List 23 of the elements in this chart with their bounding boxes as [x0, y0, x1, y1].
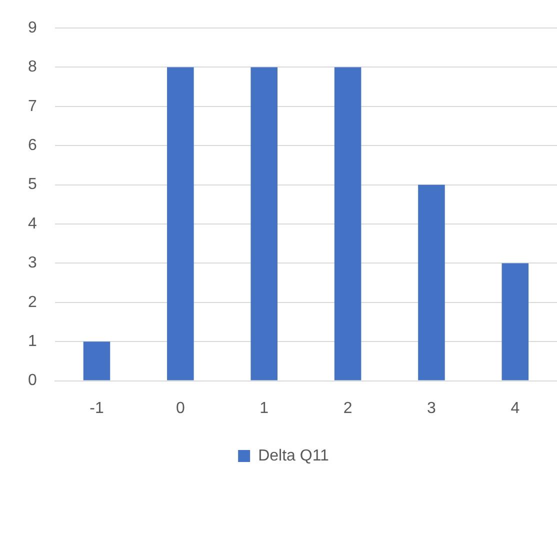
x-tick-label: -1: [90, 400, 104, 417]
bar: [418, 184, 445, 380]
x-tick-label: 0: [176, 400, 185, 417]
y-tick-label: 0: [28, 372, 37, 390]
bar: [167, 67, 194, 380]
y-tick-label: 2: [28, 294, 37, 311]
y-tick-label: 4: [28, 215, 37, 232]
x-tick-label: 1: [260, 400, 269, 417]
y-tick-label: 9: [28, 19, 37, 36]
x-tick-label: 3: [427, 400, 436, 417]
y-tick-label: 6: [28, 137, 37, 154]
x-tick-label: 4: [510, 400, 520, 417]
bar: [83, 342, 110, 380]
y-tick-label: 7: [28, 98, 37, 115]
y-tick-label: 1: [28, 333, 37, 350]
y-tick-label: 8: [28, 58, 37, 76]
bar: [334, 67, 362, 380]
bar: [502, 263, 529, 380]
legend-label: Delta Q11: [258, 447, 330, 464]
x-tick-label: 2: [343, 400, 352, 417]
y-tick-label: 3: [28, 254, 37, 272]
y-tick-label: 5: [28, 176, 37, 194]
bar: [250, 67, 278, 380]
